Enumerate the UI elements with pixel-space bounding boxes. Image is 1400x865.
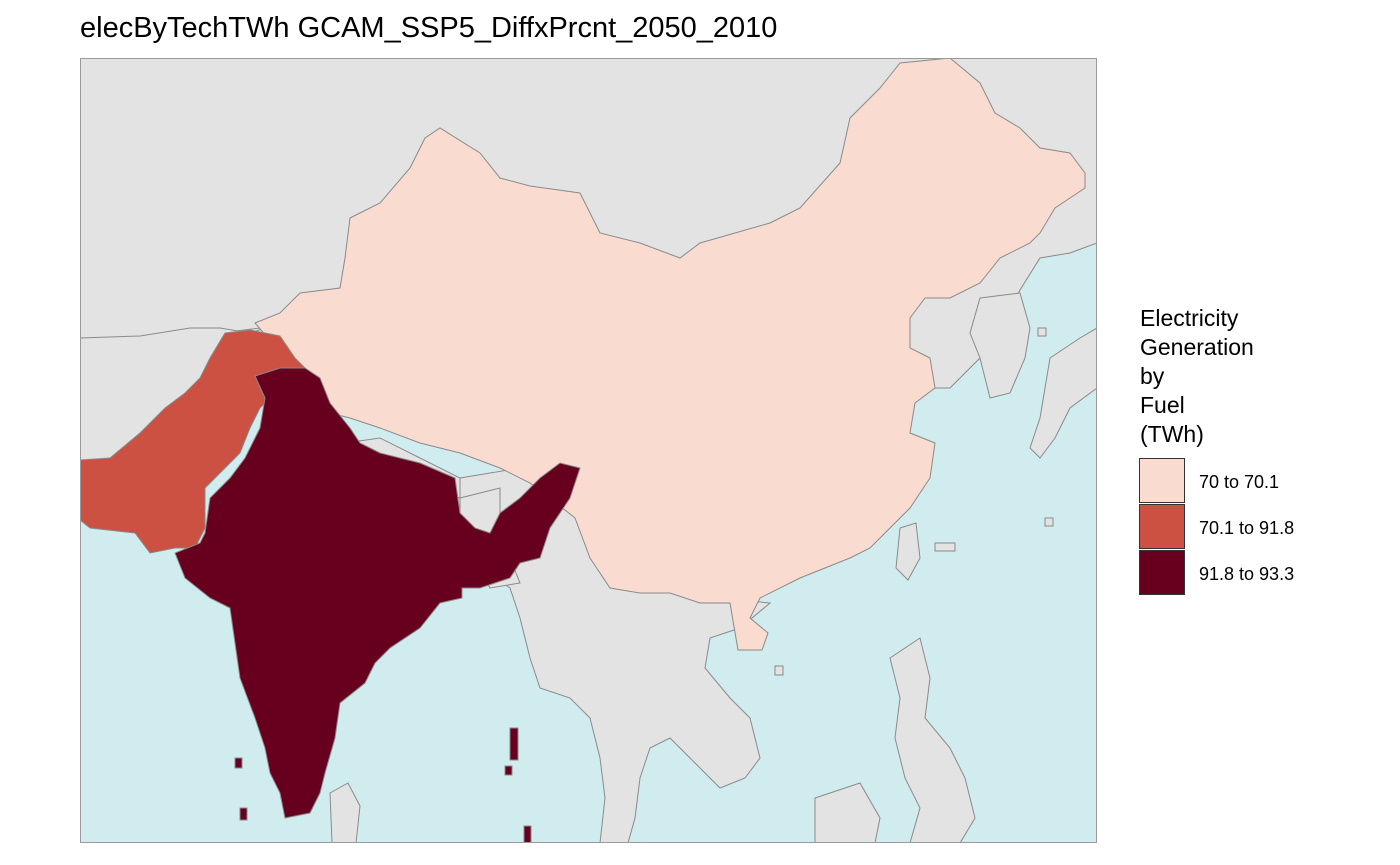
island-3 [509,727,519,761]
legend-key-low [1139,458,1185,503]
legend-title-line: by [1140,363,1165,389]
region-india [174,367,581,819]
legend-title-line: (TWh) [1140,421,1204,447]
legend-title-line: Electricity [1140,305,1239,331]
map-panel [80,58,1097,843]
legend-label-low: 70 to 70.1 [1199,472,1280,492]
map-frame [80,58,1097,843]
region-china [254,58,1086,651]
legend-label-mid: 70.1 to 91.8 [1199,518,1295,538]
map-title: elecByTechTWh GCAM_SSP5_DiffxPrcnt_2050_… [80,12,778,44]
island-9 [1037,327,1047,337]
island-6 [774,665,784,676]
land-japan [1029,327,1097,459]
land-taiwan [895,522,921,581]
legend-title-line: Generation [1140,334,1254,360]
island-4 [504,765,513,776]
island-7 [934,542,956,552]
island-8 [1044,517,1054,527]
island-5 [523,825,532,843]
legend-key-high [1139,550,1185,595]
legend-title-line: Fuel [1140,392,1185,418]
legend-key-mid [1139,504,1185,549]
land-sri-lanka [329,782,361,843]
land-korea [969,292,1031,399]
legend-title: Electricity Generation by Fuel (TWh) [1140,304,1254,449]
legend-label-high: 91.8 to 93.3 [1199,564,1295,584]
land-borneo [814,782,881,843]
land-philippines [889,637,976,843]
island-1 [234,757,243,769]
island-2 [239,807,248,821]
